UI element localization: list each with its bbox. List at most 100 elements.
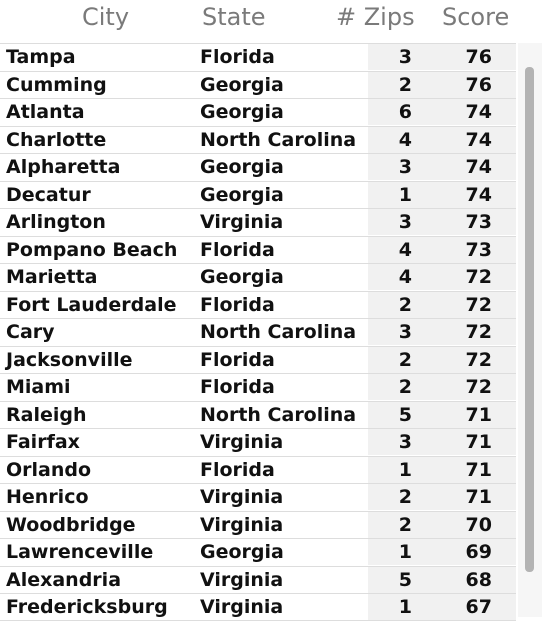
cell-score: 71	[442, 401, 516, 428]
cell-zips: 6	[368, 99, 442, 125]
cell-city: Orlando	[6, 458, 92, 481]
table-row[interactable]: Pompano Beach Florida 4 73	[0, 235, 516, 264]
cell-state: North Carolina	[200, 321, 357, 343]
cell-city: Alpharetta	[6, 156, 121, 178]
table-row[interactable]: Arlington Virginia 3 73	[0, 208, 516, 236]
cell-state: Florida	[200, 46, 275, 68]
cell-score-value: 71	[465, 403, 492, 426]
cell-zips: 2	[368, 374, 442, 400]
table-row[interactable]: Jacksonville Florida 2 72	[0, 345, 516, 374]
cell-zips-value: 3	[398, 431, 412, 453]
table-row[interactable]: Woodbridge Virginia 2 70	[0, 510, 516, 539]
table-row[interactable]: Henrico Virginia 2 71	[0, 483, 516, 511]
table-row[interactable]: Decatur Georgia 1 74	[0, 180, 516, 209]
column-header-city[interactable]: City	[82, 3, 130, 31]
cell-score: 74	[442, 181, 516, 208]
cell-city: Tampa	[6, 46, 76, 68]
table-row[interactable]: Charlotte North Carolina 4 74	[0, 125, 516, 154]
cell-zips: 3	[368, 209, 442, 235]
table-row[interactable]: Cumming Georgia 2 76	[0, 70, 516, 99]
column-header-state[interactable]: State	[202, 3, 266, 31]
table-row[interactable]: Orlando Florida 1 71	[0, 455, 516, 484]
table-row[interactable]: Fort Lauderdale Florida 2 72	[0, 290, 516, 319]
cell-score-value: 70	[465, 513, 492, 536]
column-header-zips[interactable]: # Zips	[336, 3, 415, 31]
table-row[interactable]: Atlanta Georgia 6 74	[0, 98, 516, 126]
cell-state: Georgia	[200, 183, 284, 206]
table-row[interactable]: Alexandria Virginia 5 68	[0, 565, 516, 594]
cell-score-value: 71	[465, 486, 492, 508]
cell-zips-value: 2	[398, 73, 412, 96]
cell-state: North Carolina	[200, 128, 357, 151]
cell-city: Fredericksburg	[6, 596, 168, 618]
cell-score-value: 76	[465, 73, 492, 96]
cell-zips: 3	[368, 429, 442, 455]
cell-state: Georgia	[200, 73, 284, 96]
cell-score-value: 68	[465, 568, 492, 591]
table-row[interactable]: Marietta Georgia 4 72	[0, 263, 516, 291]
cell-score-value: 67	[465, 596, 492, 618]
cell-zips-value: 3	[398, 321, 412, 343]
cell-state: Georgia	[200, 541, 284, 563]
cell-score-value: 72	[465, 376, 492, 398]
cell-state: Florida	[200, 458, 275, 481]
table-row[interactable]: Cary North Carolina 3 72	[0, 318, 516, 346]
cell-score: 74	[442, 99, 516, 125]
cell-state: Virginia	[200, 431, 284, 453]
cell-zips: 5	[368, 401, 442, 428]
cell-city: Cumming	[6, 73, 107, 96]
cell-zips-value: 1	[398, 541, 412, 563]
cell-score-value: 73	[465, 211, 492, 233]
cell-score: 72	[442, 374, 516, 400]
cell-score: 73	[442, 209, 516, 235]
table-row[interactable]: Alpharetta Georgia 3 74	[0, 153, 516, 181]
cell-state: Virginia	[200, 513, 284, 536]
cell-city: Lawrenceville	[6, 541, 154, 563]
cell-state: Florida	[200, 348, 275, 371]
cell-zips-value: 5	[398, 568, 412, 591]
cell-state: Georgia	[200, 266, 284, 288]
cell-score: 69	[442, 539, 516, 565]
table-header: City State # Zips Score	[0, 0, 520, 36]
table-row[interactable]: Lawrenceville Georgia 1 69	[0, 538, 516, 566]
cell-zips-value: 2	[398, 293, 412, 316]
cell-zips-value: 2	[398, 376, 412, 398]
cell-score: 74	[442, 126, 516, 153]
column-header-score[interactable]: Score	[442, 3, 510, 31]
cell-score: 72	[442, 291, 516, 318]
cell-zips-value: 4	[398, 266, 412, 288]
scrollbar-thumb[interactable]	[525, 67, 534, 572]
cell-score: 71	[442, 484, 516, 510]
table-row[interactable]: Fairfax Virginia 3 71	[0, 428, 516, 456]
table-row[interactable]: Raleigh North Carolina 5 71	[0, 400, 516, 429]
cell-score-value: 69	[465, 541, 492, 563]
cell-score-value: 72	[465, 348, 492, 371]
cell-zips-value: 3	[398, 46, 412, 68]
cell-score: 73	[442, 236, 516, 263]
cell-state: Virginia	[200, 486, 284, 508]
cell-score: 67	[442, 594, 516, 620]
cell-zips-value: 2	[398, 486, 412, 508]
cell-zips: 3	[368, 44, 442, 70]
cell-city: Marietta	[6, 266, 98, 288]
cell-zips-value: 3	[398, 156, 412, 178]
cell-zips: 5	[368, 566, 442, 593]
cell-score: 68	[442, 566, 516, 593]
cell-score-value: 71	[465, 431, 492, 453]
cell-score-value: 74	[465, 183, 492, 206]
cell-score-value: 74	[465, 128, 492, 151]
table-row[interactable]: Tampa Florida 3 76	[0, 43, 516, 71]
cell-score-value: 76	[465, 46, 492, 68]
cell-score: 72	[442, 319, 516, 345]
cell-city: Jacksonville	[6, 348, 133, 371]
cell-score: 71	[442, 429, 516, 455]
cell-city: Charlotte	[6, 128, 107, 151]
cell-score-value: 72	[465, 321, 492, 343]
cell-city: Arlington	[6, 211, 106, 233]
cell-zips: 2	[368, 346, 442, 373]
cell-state: North Carolina	[200, 403, 357, 426]
table-row[interactable]: Fredericksburg Virginia 1 67	[0, 593, 516, 621]
table-row[interactable]: Miami Florida 2 72	[0, 373, 516, 401]
cell-state: Virginia	[200, 596, 284, 618]
